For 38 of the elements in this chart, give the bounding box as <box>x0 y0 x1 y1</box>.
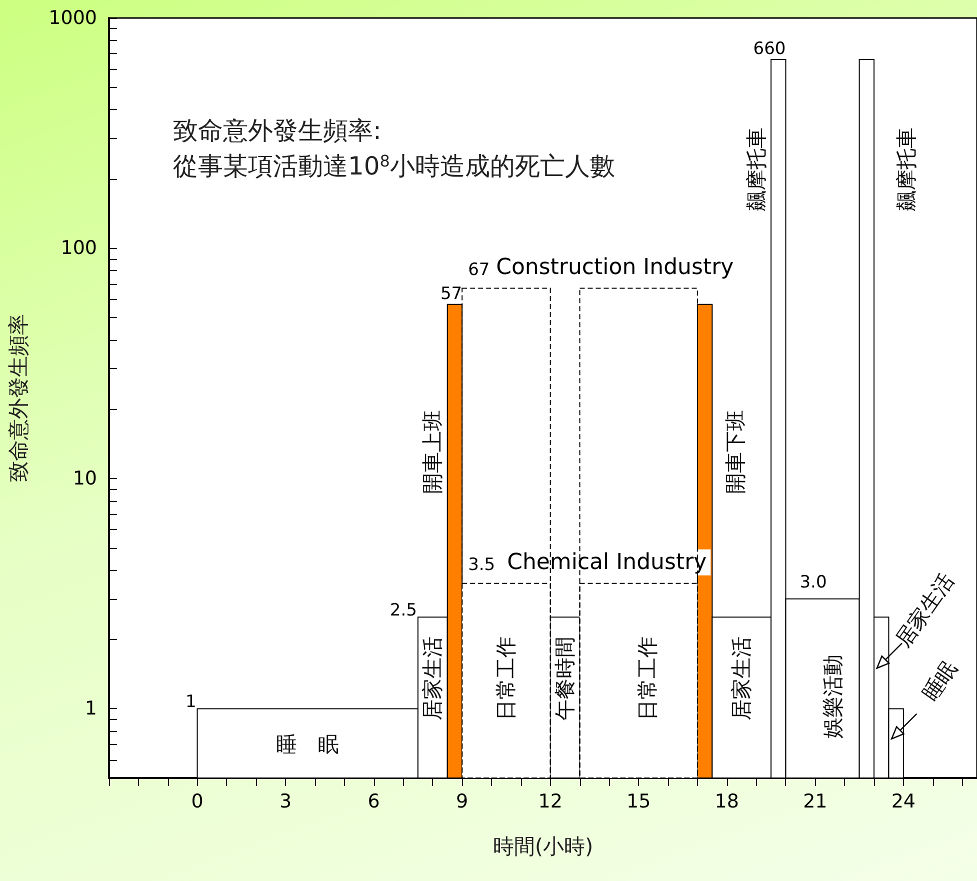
x-tick-label: 3 <box>279 790 292 812</box>
y-tick-label: 10 <box>72 467 97 490</box>
annotation: 日常工作 <box>635 636 660 721</box>
x-tick-label: 0 <box>191 790 204 812</box>
x-tick-label: 24 <box>891 790 916 812</box>
annotation: 飆摩托車 <box>894 127 918 212</box>
x-tick-label: 15 <box>626 790 651 812</box>
x-tick-label: 21 <box>803 790 828 812</box>
y-tick-label: 100 <box>60 237 97 260</box>
annotation: 睡 眠 <box>276 732 340 756</box>
series-label: Construction Industry <box>496 254 734 280</box>
y-tick-label: 1 <box>84 698 97 720</box>
data-label: 57 <box>440 284 462 304</box>
annotation: 居家生活 <box>730 636 754 721</box>
x-axis-title: 時間(小時) <box>492 834 594 858</box>
text: 致命意外發生頻率: <box>173 116 382 145</box>
annotation: 日常工作 <box>494 636 518 721</box>
annotation: 居家生活 <box>891 568 959 652</box>
series-label: Chemical Industry <box>507 550 707 575</box>
x-tick-label: 9 <box>456 790 468 812</box>
data-label: 1 <box>185 692 196 712</box>
data-label: 2.5 <box>390 600 417 621</box>
x-tick-label: 6 <box>368 790 380 812</box>
data-label: 3.0 <box>800 572 827 592</box>
data-label: 67 <box>468 260 490 280</box>
x-tick-label: 18 <box>714 790 739 812</box>
annotation: 居家生活 <box>420 636 445 721</box>
data-label: 3.5 <box>468 554 496 575</box>
y-tick-label: 1000 <box>48 7 97 29</box>
annotation: 開車上班 <box>420 410 445 494</box>
data-label: 660 <box>753 39 786 60</box>
annotation: 睡眠 <box>918 656 962 705</box>
annotation: 飆摩托車 <box>744 127 768 212</box>
x-tick-label: 12 <box>538 790 562 812</box>
annotation: 午餐時間 <box>553 636 578 721</box>
y-axis-title: 致命意外發生頻率 <box>6 314 30 482</box>
annotation: 開車下班 <box>724 410 748 494</box>
annotation: 娛樂活動 <box>820 654 845 738</box>
